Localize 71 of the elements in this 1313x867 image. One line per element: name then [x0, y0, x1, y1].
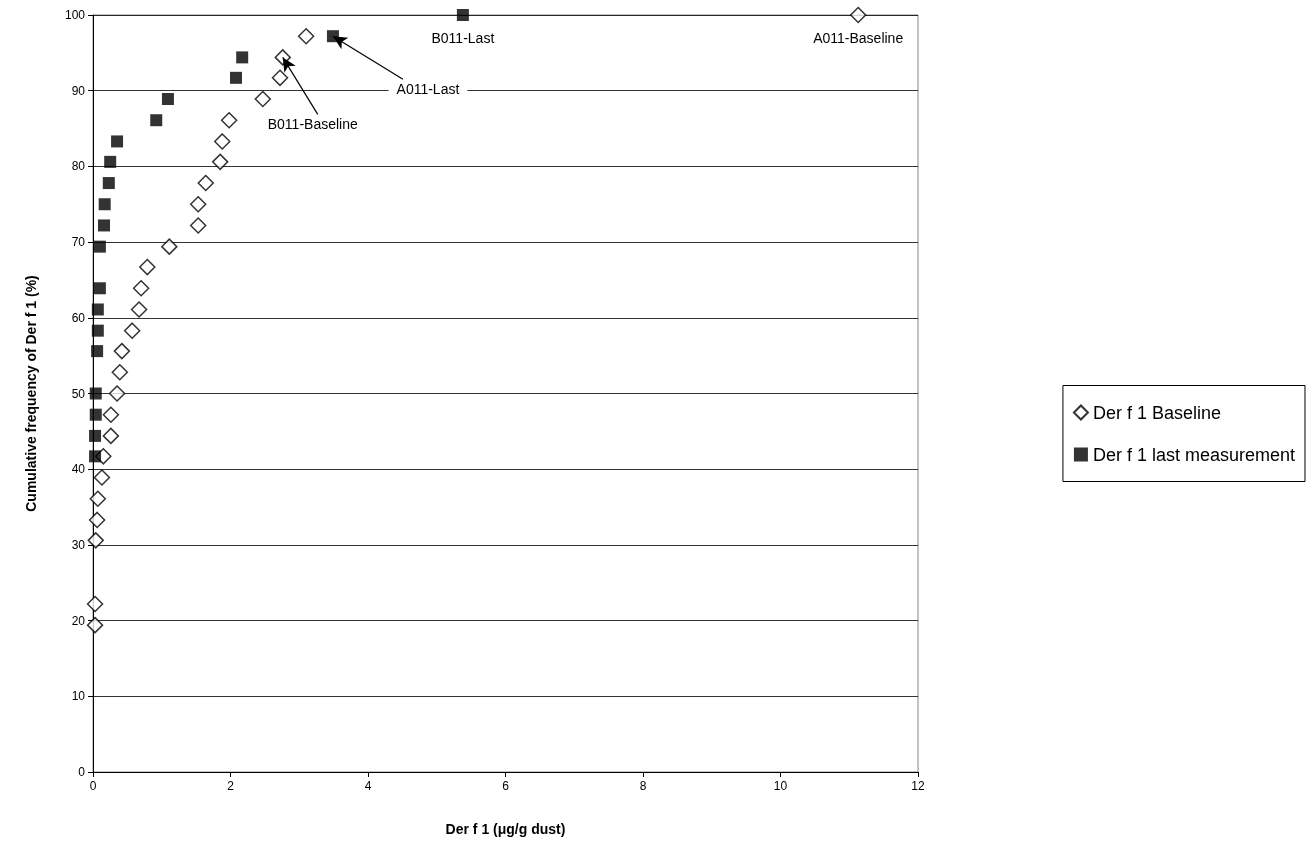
point: [91, 324, 104, 337]
point: [89, 490, 107, 507]
annotation: A011-Baseline: [813, 30, 904, 46]
point: [161, 93, 174, 106]
y-tick-label: 100: [64, 8, 86, 22]
annotation: B011-Last: [431, 30, 495, 46]
point: [89, 429, 102, 442]
point: [89, 450, 102, 463]
annotation: A011-Last: [396, 81, 460, 98]
point: [91, 345, 104, 358]
x-tick-label: 2: [227, 779, 235, 793]
point: [87, 532, 104, 549]
x-tick-label: 10: [773, 779, 788, 793]
point: [98, 219, 110, 232]
point: [230, 71, 242, 84]
point: [86, 595, 104, 613]
point: [88, 511, 106, 529]
x-axis-title: Der f 1 (μg/g dust): [445, 821, 566, 837]
point: [132, 280, 150, 297]
point: [236, 51, 249, 64]
point: [161, 238, 178, 255]
point: [849, 6, 867, 24]
x-tick-label: 6: [502, 779, 510, 793]
y-tick-label: 70: [71, 235, 86, 250]
point: [98, 198, 111, 211]
point: [86, 616, 104, 634]
point: [111, 135, 124, 148]
legend-label: Der f 1 Baseline: [1092, 402, 1221, 423]
y-tick-label: 0: [78, 765, 86, 779]
point: [197, 174, 214, 192]
point: [104, 155, 117, 168]
y-tick-label: 30: [71, 537, 86, 552]
point: [139, 258, 156, 276]
point: [93, 469, 111, 486]
y-tick-label: 40: [71, 462, 86, 477]
point: [130, 301, 148, 318]
legend-label: Der f 1 last measurement: [1092, 444, 1295, 465]
point: [102, 177, 115, 190]
point: [91, 303, 104, 316]
y-tick-label: 10: [71, 689, 86, 704]
point: [189, 217, 207, 234]
point: [89, 387, 102, 400]
point: [93, 282, 106, 295]
point: [102, 406, 120, 423]
x-tick-label: 4: [364, 779, 372, 793]
x-tick-label: 12: [911, 779, 925, 793]
x-tick-label: 0: [89, 779, 97, 793]
y-tick-label: 80: [71, 159, 86, 174]
annotation: B011-Baseline: [267, 116, 358, 133]
point: [271, 69, 289, 87]
point: [150, 114, 163, 127]
point: [102, 427, 120, 445]
y-axis-title: Cumulative frequency of Der f 1 (%): [23, 275, 39, 512]
point: [93, 240, 106, 253]
y-tick-label: 90: [71, 83, 86, 98]
point: [111, 364, 129, 381]
point: [297, 27, 315, 45]
point: [214, 133, 231, 150]
point: [189, 196, 207, 213]
point: [108, 385, 126, 402]
point: [211, 153, 229, 171]
point: [254, 90, 272, 108]
point: [220, 111, 238, 129]
point: [123, 322, 141, 339]
y-tick-label: 20: [71, 613, 86, 628]
y-tick-label: 50: [71, 386, 86, 401]
y-tick-label: 60: [71, 310, 86, 325]
x-tick-label: 8: [639, 779, 647, 793]
point: [113, 342, 131, 360]
point: [456, 9, 469, 21]
point: [89, 408, 102, 421]
